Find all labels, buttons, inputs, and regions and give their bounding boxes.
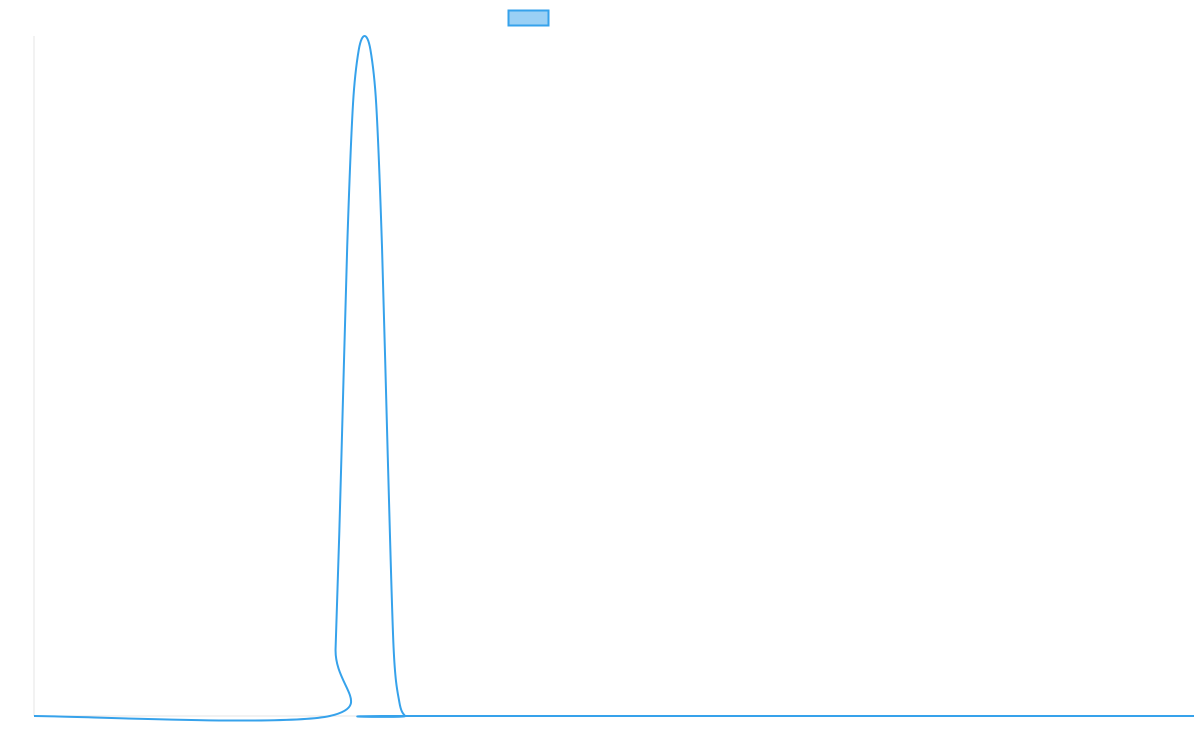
legend[interactable] — [507, 9, 550, 27]
legend-swatch[interactable] — [507, 9, 550, 27]
plot-area — [33, 35, 1194, 722]
series-line-0[interactable] — [33, 35, 1194, 722]
